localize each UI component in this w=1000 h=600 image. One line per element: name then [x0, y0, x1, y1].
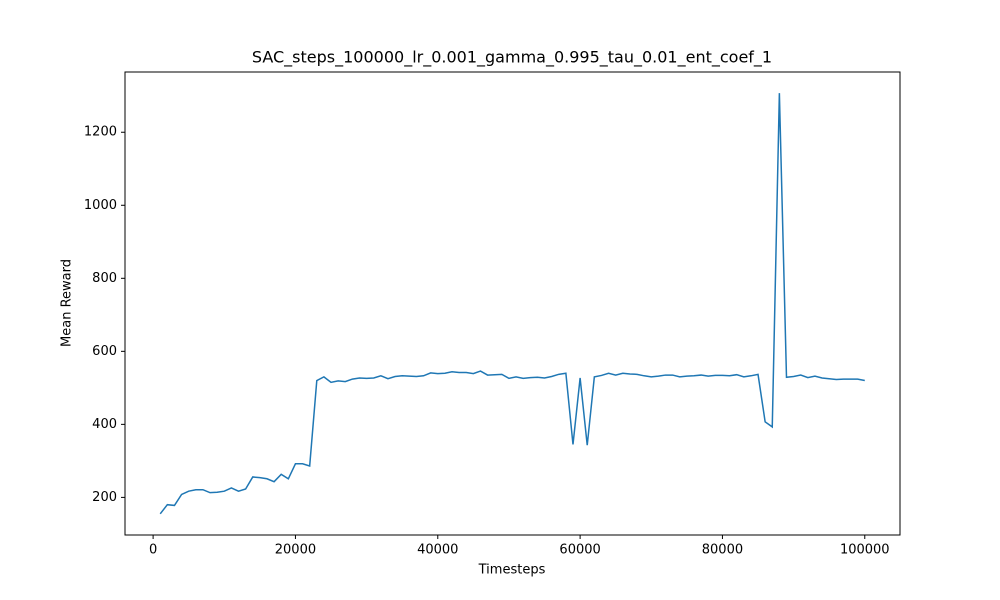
x-tick-label: 20000 — [275, 543, 316, 558]
y-tick-label: 1200 — [84, 125, 117, 140]
y-tick-label: 1000 — [84, 198, 117, 213]
y-tick-label: 400 — [92, 417, 117, 432]
x-tick-label: 0 — [149, 543, 157, 558]
y-tick-label: 800 — [92, 271, 117, 286]
y-axis-label: Mean Reward — [60, 259, 75, 347]
data-line — [159, 93, 865, 515]
x-tick-label: 80000 — [702, 543, 743, 558]
y-tick-label: 200 — [92, 490, 117, 505]
y-tick-label: 600 — [92, 344, 117, 359]
x-axis-label: Timesteps — [478, 563, 546, 578]
x-tick-label: 40000 — [417, 543, 458, 558]
plot-frame — [124, 71, 901, 536]
x-tick-label: 100000 — [840, 543, 890, 558]
x-tick-label: 60000 — [559, 543, 600, 558]
chart-title: SAC_steps_100000_lr_0.001_gamma_0.995_ta… — [252, 48, 772, 68]
